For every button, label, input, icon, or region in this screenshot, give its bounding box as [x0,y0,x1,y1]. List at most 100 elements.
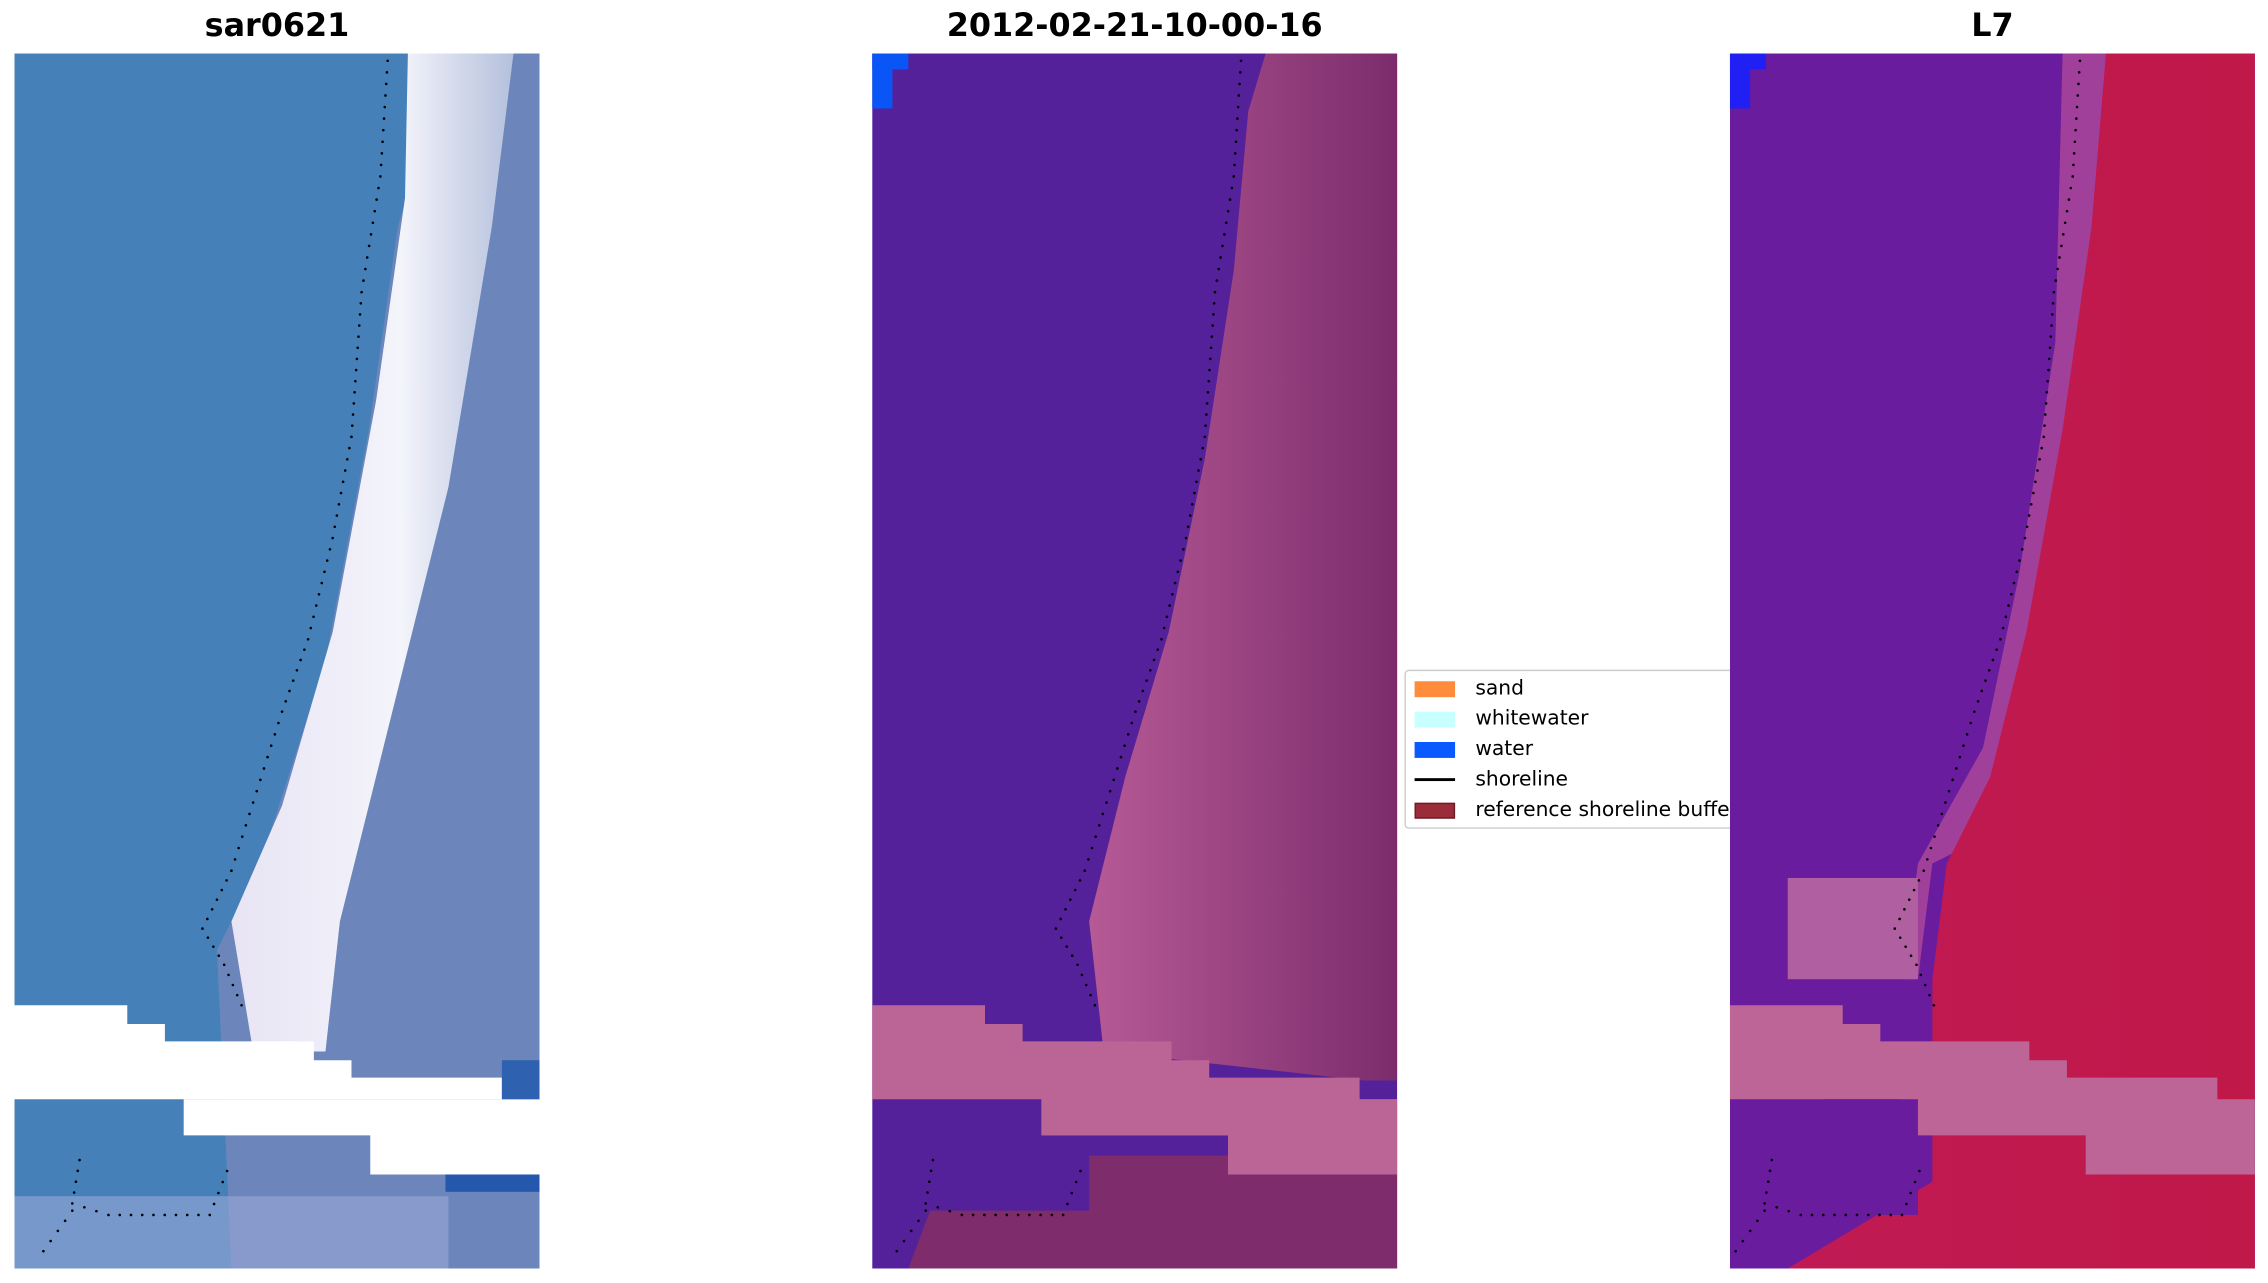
shoreline-point [221,1180,225,1184]
buffer-band [1729,1005,2255,1175]
shoreline-point [1059,917,1062,921]
shoreline-point [2015,570,2019,574]
shoreline-point [2009,593,2013,596]
shoreline-point [2074,128,2077,132]
shoreline-point [1215,279,1219,282]
shoreline-point [1039,1213,1042,1217]
shoreline-point [2065,209,2069,213]
shoreline-point [1069,898,1072,901]
shoreline-point [1090,846,1094,850]
shoreline-point [314,604,318,607]
shoreline-point [1176,570,1180,574]
shoreline-point [350,424,354,427]
shoreline-point [328,548,332,551]
shoreline-point [1078,879,1082,882]
shoreline-point [1209,357,1212,361]
shoreline-point [49,1239,52,1243]
shoreline-point [206,936,210,939]
buffer-swatch [1414,802,1456,818]
shoreline-point [237,846,240,850]
shoreline-point [362,279,365,282]
shoreline-point [381,140,384,144]
shoreline-point [1912,888,1916,892]
shoreline-point [217,1191,220,1195]
legend-item-shoreline: shoreline [1414,767,1568,793]
shoreline-point [1821,1213,1825,1217]
shoreline-point [1182,548,1185,551]
legend-label: sand [1475,676,1524,701]
shoreline-point [1061,1213,1065,1217]
shoreline-point [1238,82,1241,86]
shoreline-point [2054,279,2058,282]
shoreline-point [299,658,302,662]
shoreline-point [1171,593,1174,596]
shoreline-point [2051,301,2055,305]
transition-area [1787,877,1918,980]
shoreline-point [1236,105,1240,109]
shoreline-point [42,1249,45,1253]
shoreline-point [1188,514,1192,517]
shoreline-dots [895,59,1243,1253]
shoreline-point [1073,888,1077,892]
shoreline-point [317,593,321,596]
shoreline-point [365,256,369,259]
shoreline-point [266,755,269,759]
shoreline-point [210,908,214,911]
shoreline-point [2040,446,2043,450]
shoreline-point [1050,1213,1054,1217]
shoreline-point [1238,71,1242,74]
shoreline-point [1734,1249,1737,1253]
shoreline-point [312,615,315,619]
shoreline-point [1918,1169,1921,1173]
shoreline-point [291,679,295,682]
shoreline-point [2072,163,2075,167]
shoreline-point [320,581,324,585]
shoreline-point [1223,233,1226,236]
shoreline-point [350,435,353,439]
shoreline-point [1866,1213,1870,1217]
buffer-band [1041,1099,1398,1175]
shoreline-point [1999,638,2002,641]
shoreline-point [1179,559,1182,562]
shoreline-point [277,721,280,725]
shoreline-point [220,888,224,892]
shoreline-point [379,163,383,167]
shoreline-point [1965,733,1969,736]
shoreline-point [288,689,291,693]
shoreline-point [924,1202,927,1205]
shoreline-point [1116,767,1119,770]
shoreline-point [331,536,334,540]
shoreline-point [1995,648,1998,651]
land-area [1787,53,2255,1269]
shoreline-point [1119,755,1123,759]
shoreline-point [1915,963,1918,967]
shoreline-point [2077,82,2080,86]
shoreline-point [233,858,237,861]
shoreline-point [353,391,356,394]
shoreline-point [107,1213,110,1217]
shoreline-point [284,699,288,703]
classified-panel-3 [1729,53,2255,1269]
shoreline-point [341,480,345,484]
shoreline-point [2058,256,2061,259]
shoreline-point [2069,186,2073,190]
shoreline-point [2049,335,2053,338]
shoreline-point [2036,469,2039,472]
shoreline-point [2044,413,2047,416]
legend-label: shoreline [1475,768,1568,792]
shoreline-point [1919,973,1923,977]
shoreline-point [2047,357,2051,361]
shoreline-point [323,570,326,574]
shoreline-point [1889,1213,1893,1217]
shoreline-point [1168,604,1171,607]
shoreline-point [2051,313,2054,316]
shoreline-point [1903,908,1906,911]
shoreline-point [2075,117,2078,120]
shoreline-point [1108,789,1112,793]
shoreline-point [333,525,337,529]
shoreline-point [1991,658,1995,662]
water-swatch [1414,741,1456,758]
shoreline-point [1208,368,1211,372]
shoreline-point [337,503,341,506]
shoreline-point [1087,858,1090,861]
